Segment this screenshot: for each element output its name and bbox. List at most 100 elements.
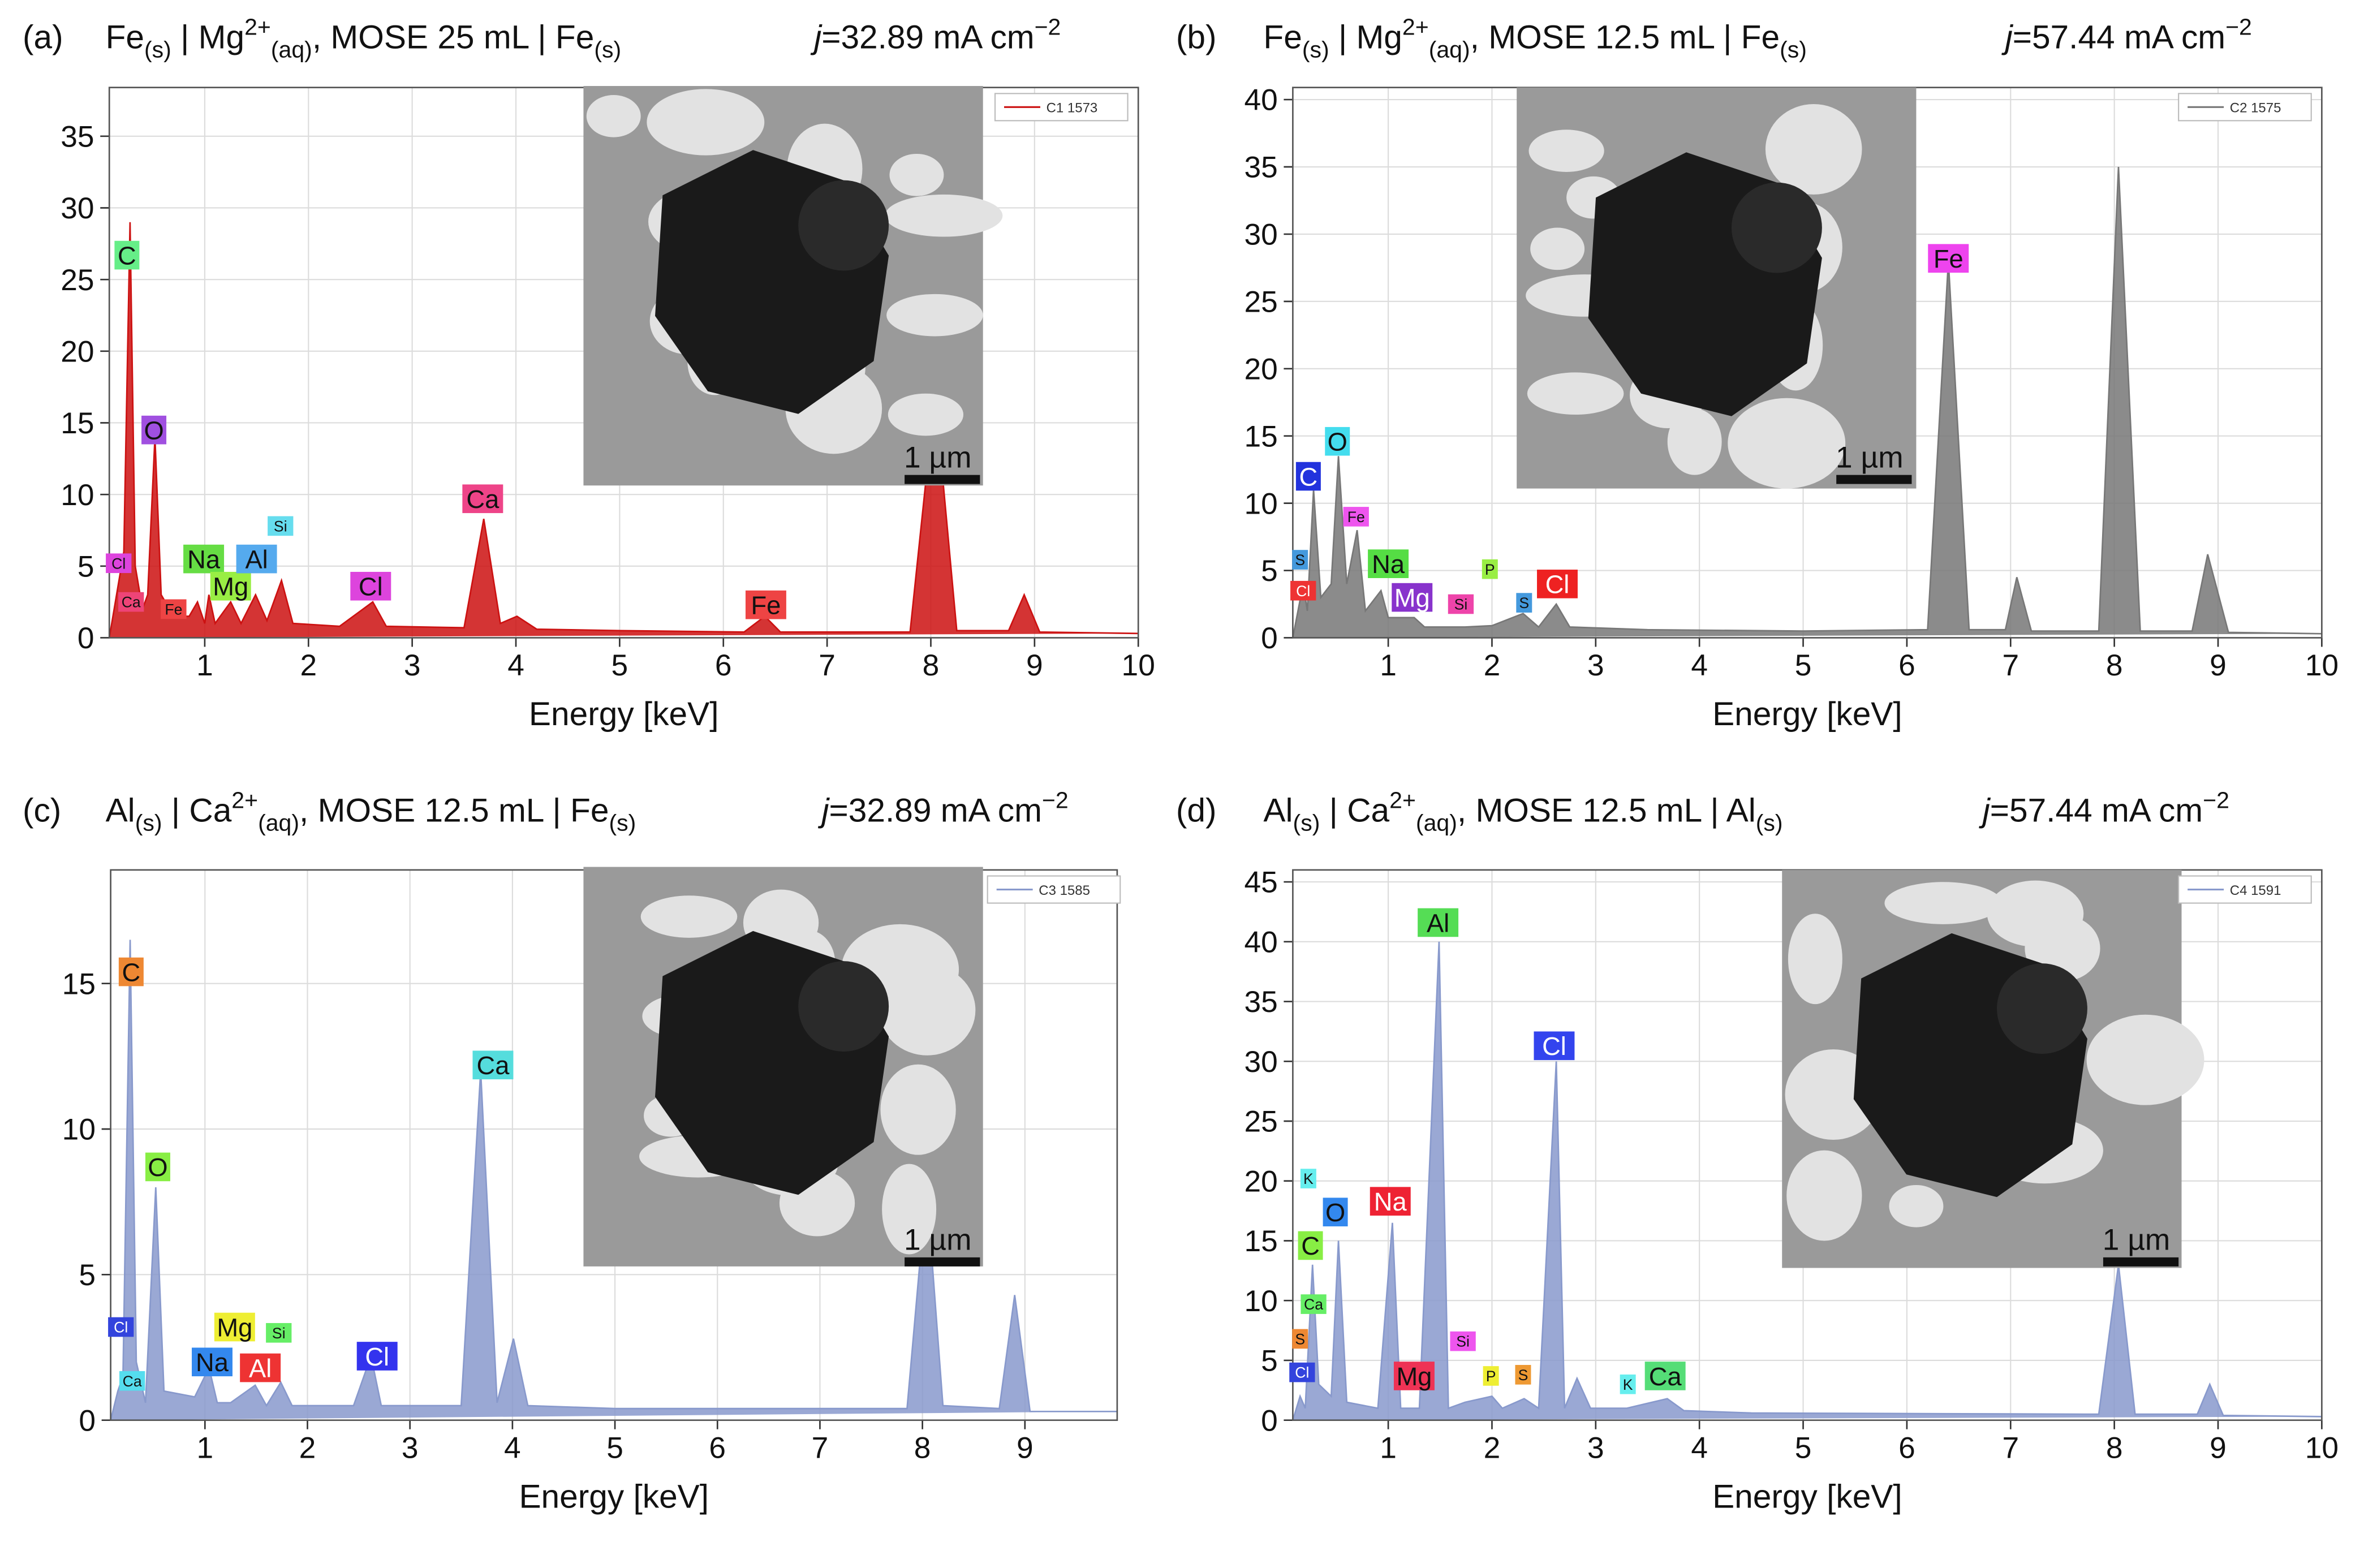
title-run: =57.44 mA cm [2013,19,2225,55]
x-tick-label: 3 [402,1431,419,1464]
y-tick-label: 15 [1244,420,1277,453]
title-run: =32.89 mA cm [829,792,1042,829]
title: j=32.89 mA cm−2 [810,14,1061,55]
x-tick-label: 1 [196,1431,213,1464]
y-tick-label: 40 [1244,84,1277,117]
title-run: (s) [135,810,162,836]
title-run: =57.44 mA cm [1990,792,2203,829]
peak-label: Ca [122,594,141,611]
peak-label-box [210,571,251,601]
x-tick-label: 4 [1691,649,1708,682]
y-tick-label: 15 [1244,1225,1277,1258]
inset-hole [1788,914,1842,1005]
title-run: 2+ [1402,14,1429,40]
x-tick-label: 2 [1484,1431,1501,1464]
title-run: (aq) [258,810,299,836]
x-tick-label: 8 [2106,649,2123,682]
y-tick-label: 10 [1244,487,1277,520]
inset-particle [1731,182,1822,273]
title-run: j [810,19,823,55]
peak-label: S [1518,1367,1528,1384]
peak-label: Na [1374,1187,1407,1216]
panel-label: (a) [23,19,63,55]
peak-label-box [118,957,144,987]
peak-label: Na [187,545,221,574]
peak-label-box [266,1323,292,1343]
peak-label-box [356,1342,398,1371]
x-tick-label: 3 [1587,649,1604,682]
peak-label: Cl [365,1342,389,1371]
title-run: (s) [594,36,621,62]
peak-label: C [122,958,141,987]
peak-label: Al [245,545,268,574]
peak-label: K [1623,1376,1633,1393]
title-run: , MOSE 12.5 mL | Fe [1470,19,1780,55]
title: j=57.44 mA cm−2 [1979,787,2229,829]
x-tick-label: 1 [1380,649,1397,682]
peak-label: Cl [359,572,383,601]
x-tick-label: 2 [1484,649,1501,682]
legend-label: C4 1591 [2230,883,2281,898]
y-tick-label: 35 [1244,985,1277,1019]
peak-label-box [106,553,132,574]
title-run: −2 [2203,787,2229,813]
peak-label-box [472,1050,514,1080]
peak-label: Si [1456,1333,1470,1350]
title-run: Al [106,792,135,829]
title-run: (s) [1780,36,1807,62]
x-axis-label: Energy [keV] [1712,696,1902,733]
inset-hole [889,153,944,196]
title-run: =32.89 mA cm [821,19,1034,55]
peak-label: Ca [1649,1362,1682,1391]
peak-label: Ca [466,485,500,514]
legend-label: C3 1585 [1039,883,1090,898]
x-tick-label: 6 [715,649,732,682]
peak-label-box [350,571,391,601]
peak-label-box [1289,1362,1315,1382]
y-tick-label: 30 [1244,218,1277,252]
peak-label: C [118,241,136,270]
peak-label: Fe [751,591,781,620]
peak-label: Fe [1347,509,1365,525]
peak-label: Cl [1545,570,1570,599]
peak-label-box [119,1371,145,1391]
x-axis-label: Energy [keV] [529,696,719,733]
peak-label: Ca [123,1373,142,1390]
title-run: (s) [1756,810,1783,836]
title-run: −2 [1035,14,1061,40]
y-tick-label: 5 [1261,554,1278,588]
x-tick-label: 9 [1017,1431,1034,1464]
x-tick-label: 5 [606,1431,623,1464]
scale-bar [905,1257,980,1267]
title: j=32.89 mA cm−2 [818,787,1069,829]
y-tick-label: 20 [61,335,94,368]
y-tick-label: 30 [61,192,94,225]
x-tick-label: 7 [812,1431,829,1464]
peak-label-box [161,599,187,619]
peak-label: Cl [1542,1032,1566,1061]
y-tick-label: 25 [1244,286,1277,319]
peak-label-box [1515,1365,1531,1385]
peak-label: K [1303,1170,1314,1187]
x-axis-label: Energy [keV] [1712,1478,1902,1515]
title-run: j [2001,19,2014,55]
y-tick-label: 20 [1244,352,1277,386]
peak-label-box [1370,1187,1411,1216]
title-run: (s) [1302,36,1329,62]
peak-label: Cl [114,1319,128,1336]
inset-hole [640,895,738,938]
scale-bar [1836,475,1912,484]
x-axis-label: Energy [keV] [519,1478,709,1515]
title-run: | Ca [162,792,232,829]
peak-label-box [745,590,786,619]
peak-label: S [1519,595,1529,611]
inset-hole [1786,1150,1862,1241]
title-run: (s) [1293,810,1320,836]
y-tick-label: 30 [1244,1045,1277,1079]
y-tick-label: 15 [61,407,94,440]
inset-hole [586,95,641,137]
peak-label: Si [272,1325,286,1342]
scale-bar [2103,1257,2179,1267]
peak-label: Cl [1295,1364,1309,1381]
peak-label-box [192,1347,232,1377]
